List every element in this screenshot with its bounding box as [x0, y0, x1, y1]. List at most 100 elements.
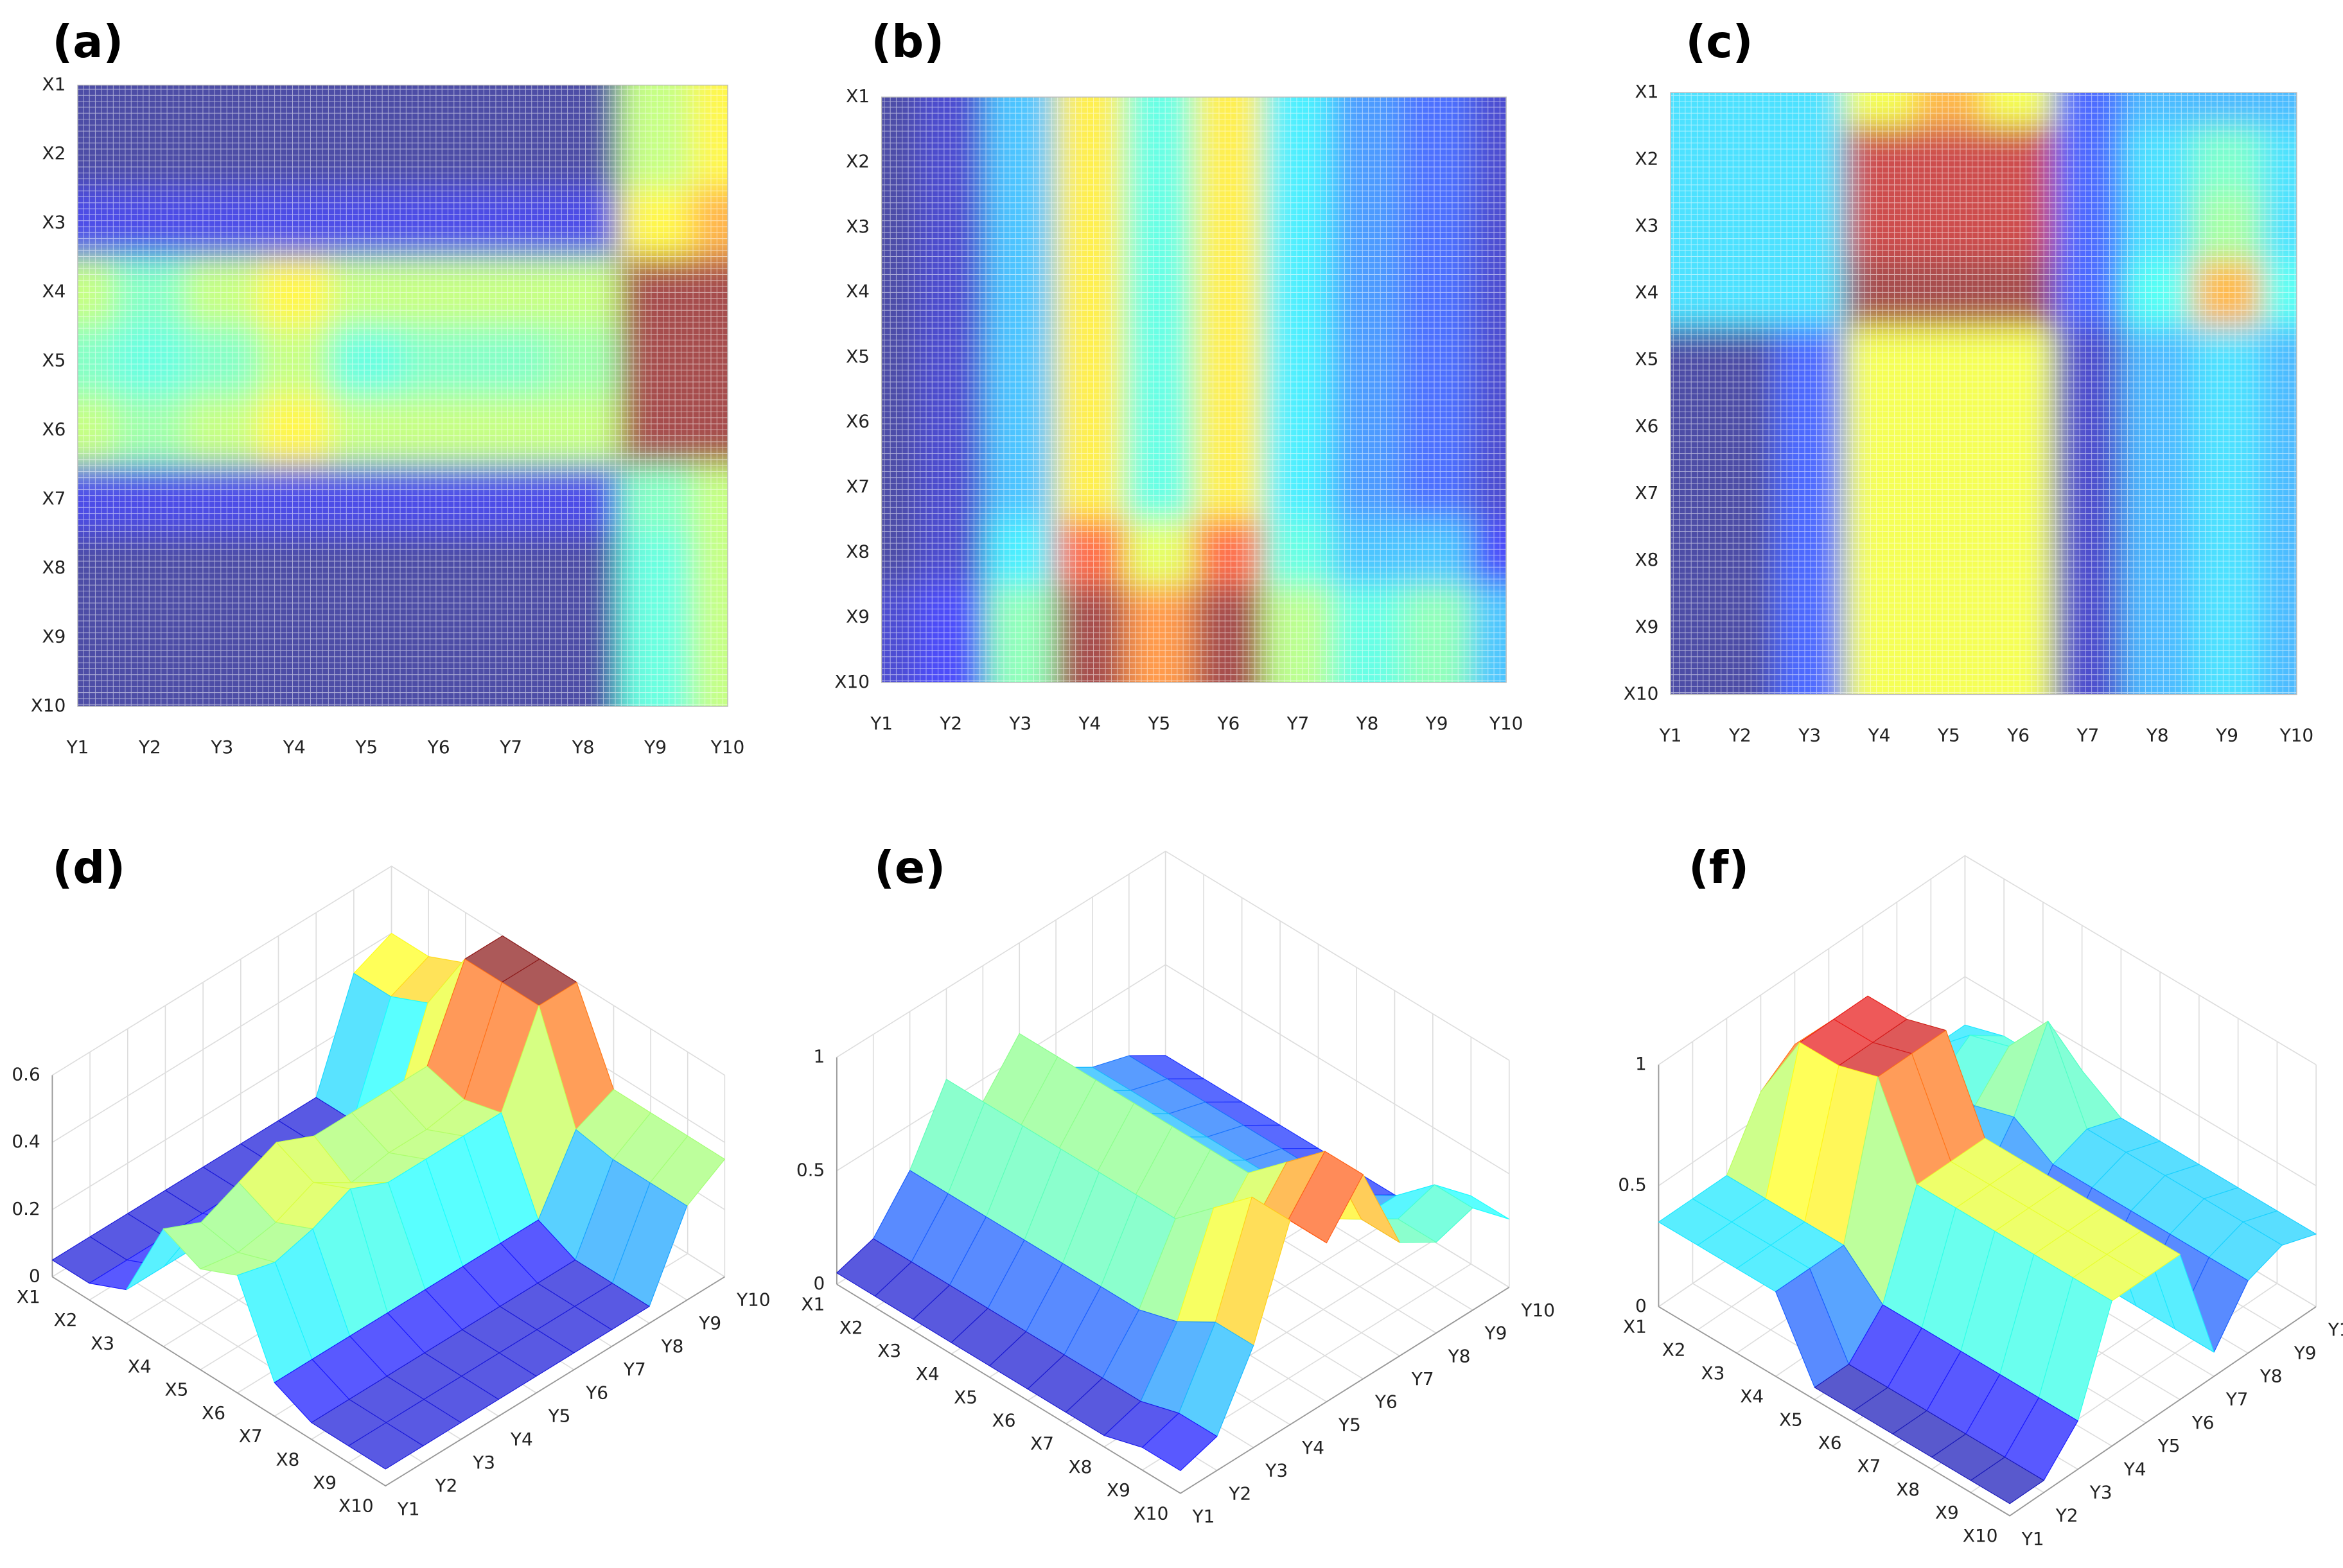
z-tick-label: 0.6 — [12, 1064, 40, 1085]
y-tick-label: Y3 — [2089, 1481, 2112, 1503]
x-tick-label: X7 — [1030, 1433, 1054, 1454]
row-label: X7 — [846, 476, 870, 497]
col-label: Y3 — [1008, 713, 1031, 734]
y-tick-label: Y7 — [1411, 1368, 1434, 1389]
col-label: Y3 — [210, 736, 233, 758]
x-tick-label: X2 — [54, 1309, 78, 1330]
col-label: Y10 — [710, 736, 745, 758]
row-label: X9 — [846, 606, 870, 627]
panel-label: (f) — [1689, 842, 1749, 894]
surface-face — [1141, 1413, 1218, 1471]
x-tick-label: X9 — [1107, 1479, 1130, 1501]
col-label: Y1 — [870, 713, 893, 734]
z-tick-label: 0 — [29, 1265, 40, 1286]
y-tick-label: Y3 — [472, 1452, 495, 1473]
y-tick-label: Y8 — [1448, 1345, 1471, 1366]
row-label: X3 — [1635, 214, 1659, 236]
x-tick-label: X7 — [239, 1425, 263, 1447]
x-tick-label: X3 — [1701, 1363, 1724, 1384]
plot-frame — [77, 84, 728, 707]
z-grid-line — [1658, 855, 2317, 1065]
z-tick-label: 1 — [1635, 1053, 1647, 1074]
y-tick-label: Y5 — [1338, 1414, 1361, 1435]
row-label: X8 — [1635, 549, 1659, 570]
surface — [836, 1033, 1510, 1471]
panel-label: (b) — [871, 16, 944, 68]
y-tick-label: Y7 — [623, 1359, 646, 1380]
y-tick-label: Y9 — [698, 1312, 721, 1334]
col-label: Y10 — [1489, 713, 1523, 734]
col-label: Y6 — [427, 736, 450, 758]
col-label: Y5 — [1147, 713, 1170, 734]
z-tick-label: 0 — [813, 1273, 825, 1294]
y-tick-label: Y6 — [585, 1382, 608, 1403]
col-label: Y7 — [1286, 713, 1310, 734]
x-tick-label: X7 — [1857, 1456, 1881, 1477]
z-grid-line — [52, 865, 725, 1076]
x-tick-label: X4 — [1740, 1386, 1764, 1407]
row-label: X4 — [1635, 282, 1659, 303]
row-label: X5 — [1635, 349, 1659, 370]
row-label: X6 — [1635, 415, 1659, 437]
heatmap — [1671, 92, 2297, 695]
col-label: Y8 — [572, 736, 595, 758]
row-label: X5 — [846, 345, 870, 367]
col-label: Y1 — [66, 736, 89, 758]
col-label: Y4 — [1868, 725, 1891, 746]
y-tick-label: Y8 — [661, 1336, 684, 1357]
x-tick-label: X4 — [128, 1356, 152, 1377]
x-tick-label: X5 — [165, 1379, 189, 1400]
x-tick-label: X5 — [954, 1386, 978, 1407]
col-label: Y2 — [1728, 725, 1751, 746]
col-label: Y8 — [2146, 725, 2169, 746]
row-label: X2 — [846, 150, 870, 171]
y-tick-label: Y3 — [1265, 1460, 1288, 1481]
surface — [1658, 995, 2317, 1504]
row-label: X9 — [1635, 616, 1659, 637]
x-tick-label: X6 — [1818, 1432, 1842, 1453]
row-label: X7 — [42, 488, 66, 509]
x-tick-label: X10 — [1134, 1503, 1169, 1524]
row-label: X1 — [846, 85, 870, 107]
x-tick-label: X9 — [1935, 1502, 1959, 1523]
x-tick-label: X6 — [992, 1410, 1016, 1431]
col-label: Y10 — [2279, 725, 2314, 746]
row-label: X7 — [1635, 482, 1659, 503]
y-tick-label: Y2 — [435, 1475, 458, 1496]
y-tick-label: Y6 — [1374, 1391, 1398, 1413]
x-tick-label: X6 — [202, 1402, 225, 1424]
y-tick-label: Y10 — [736, 1289, 771, 1311]
x-tick-label: X9 — [313, 1472, 337, 1493]
y-tick-label: Y4 — [1301, 1437, 1324, 1458]
row-label: X2 — [42, 143, 66, 164]
panel-label: (a) — [52, 16, 123, 68]
col-label: Y4 — [1078, 713, 1101, 734]
x-tick-label: X1 — [17, 1286, 40, 1307]
col-label: Y9 — [644, 736, 667, 758]
y-tick-label: Y1 — [397, 1498, 420, 1519]
col-label: Y9 — [2215, 725, 2238, 746]
row-label: X4 — [42, 281, 66, 302]
col-label: Y2 — [939, 713, 962, 734]
plot-frame — [881, 96, 1507, 683]
y-tick-label: Y5 — [2157, 1435, 2181, 1456]
floor-edge — [836, 1284, 1510, 1494]
mesh — [77, 85, 728, 707]
panel-label: (c) — [1685, 16, 1753, 68]
col-label: Y6 — [1217, 713, 1240, 734]
x-tick-label: X1 — [1623, 1316, 1647, 1337]
row-label: X10 — [834, 671, 870, 692]
y-tick-label: Y10 — [2328, 1319, 2343, 1340]
col-label: Y5 — [355, 736, 378, 758]
row-label: X3 — [42, 212, 66, 233]
y-tick-label: Y2 — [1228, 1483, 1251, 1504]
row-label: X10 — [1624, 683, 1659, 704]
y-tick-label: Y8 — [2260, 1366, 2283, 1387]
col-label: Y4 — [283, 736, 306, 758]
mesh — [881, 97, 1507, 683]
z-tick-label: 0.2 — [12, 1198, 40, 1219]
y-tick-label: Y2 — [2055, 1505, 2078, 1526]
row-label: X8 — [42, 557, 66, 578]
